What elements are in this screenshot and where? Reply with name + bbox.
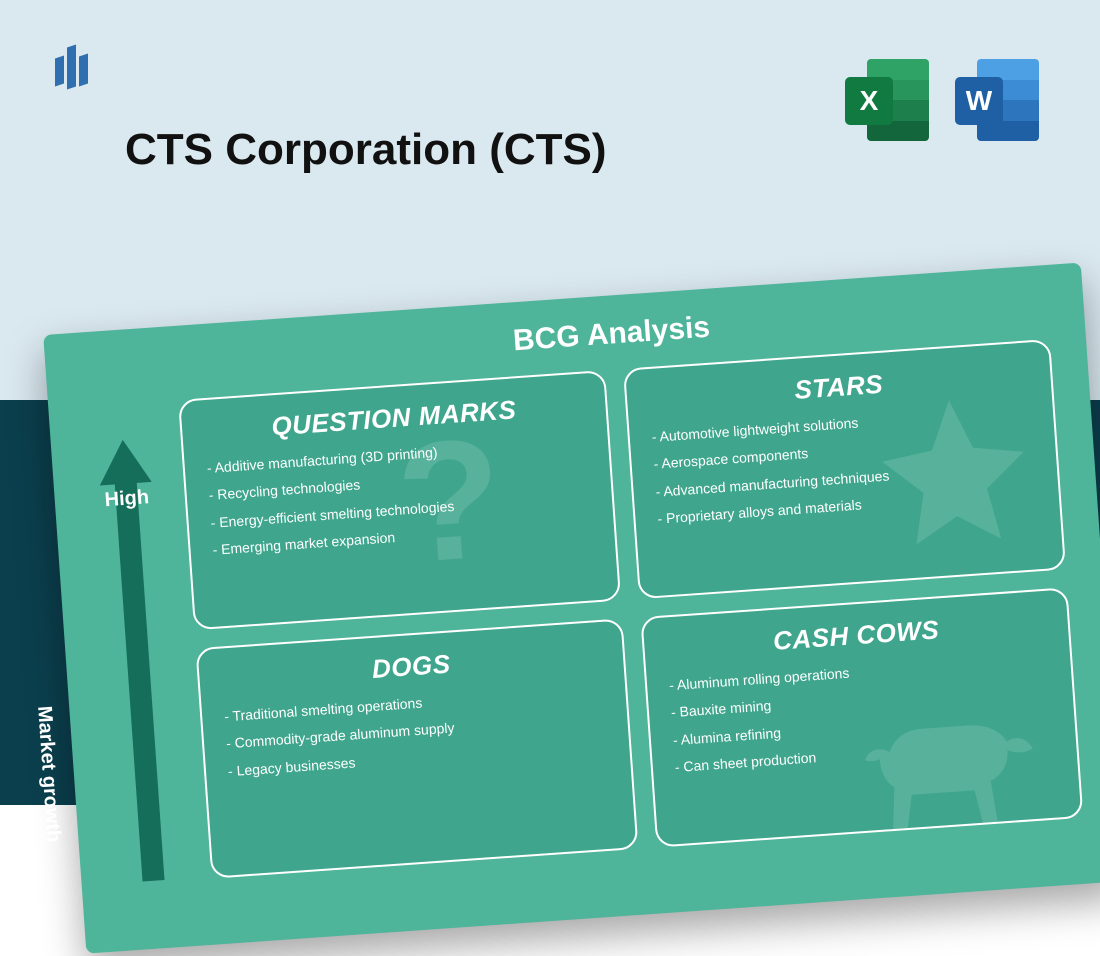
excel-icon[interactable]: X xyxy=(845,55,935,145)
quadrant-list: Traditional smelting operationsCommodity… xyxy=(223,677,608,785)
quadrant-list: Aluminum rolling operationsBauxite minin… xyxy=(668,646,1055,781)
y-axis-arrow-icon: High Market growth xyxy=(83,437,193,882)
brand-logo-icon xyxy=(55,40,95,95)
quadrant-question-marks: ? QUESTION MARKS Additive manufacturing … xyxy=(178,370,621,630)
word-icon[interactable]: W xyxy=(955,55,1045,145)
download-icons: X W xyxy=(845,55,1045,145)
quadrant-list: Automotive lightweight solutionsAerospac… xyxy=(651,397,1038,532)
quadrant-stars: STARS Automotive lightweight solutionsAe… xyxy=(623,339,1066,599)
quadrant-cash-cows: CASH COWS Aluminum rolling operationsBau… xyxy=(640,587,1083,847)
y-axis-high-label: High xyxy=(86,485,167,514)
quadrant-list: Additive manufacturing (3D printing)Recy… xyxy=(206,429,593,564)
excel-badge-letter: X xyxy=(845,77,893,125)
bcg-matrix: BCG Analysis High Market growth ? QUESTI… xyxy=(43,263,1100,954)
page-title: CTS Corporation (CTS) xyxy=(125,125,607,175)
quadrant-dogs: DOGS Traditional smelting operationsComm… xyxy=(195,618,638,878)
word-badge-letter: W xyxy=(955,77,1003,125)
